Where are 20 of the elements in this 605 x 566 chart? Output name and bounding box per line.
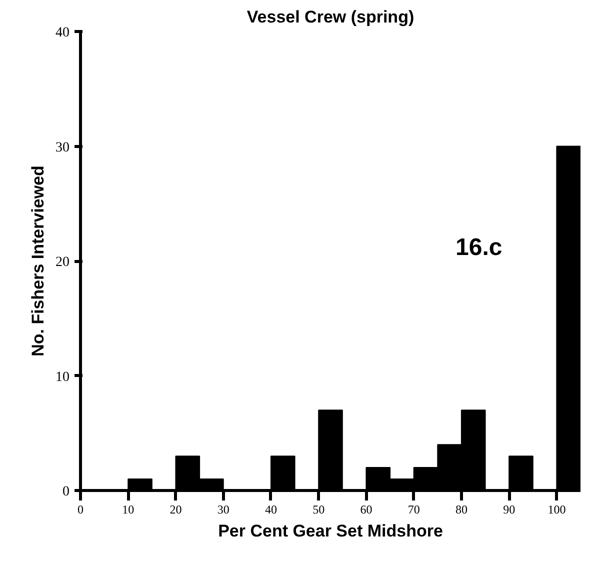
x-tick-label: 90 (503, 502, 516, 516)
y-tick-label: 20 (56, 255, 70, 270)
y-tick-label: 40 (56, 26, 70, 40)
x-tick-label: 60 (360, 502, 372, 516)
x-tick-label: 20 (170, 502, 182, 516)
y-axis-title: No. Fishers Interviewed (28, 166, 48, 356)
chart-title: Vessel Crew (spring) (246, 8, 414, 26)
x-axis-title: Per Cent Gear Set Midshore (218, 522, 443, 540)
x-tick-label: 10 (122, 502, 134, 516)
x-tick-label: 50 (312, 502, 325, 516)
x-tick-label: 70 (408, 502, 420, 516)
x-tick-label: 40 (264, 502, 277, 516)
x-tick-label: 30 (217, 502, 230, 516)
y-tick-label: 10 (56, 370, 70, 385)
annotation: 16.c (456, 234, 502, 261)
y-tick-label: 30 (56, 140, 70, 156)
x-tick-label: 100 (548, 502, 566, 516)
x-tick-label: 80 (455, 502, 468, 516)
y-tick-label: 0 (62, 484, 70, 500)
x-tick-label: 0 (78, 502, 84, 516)
